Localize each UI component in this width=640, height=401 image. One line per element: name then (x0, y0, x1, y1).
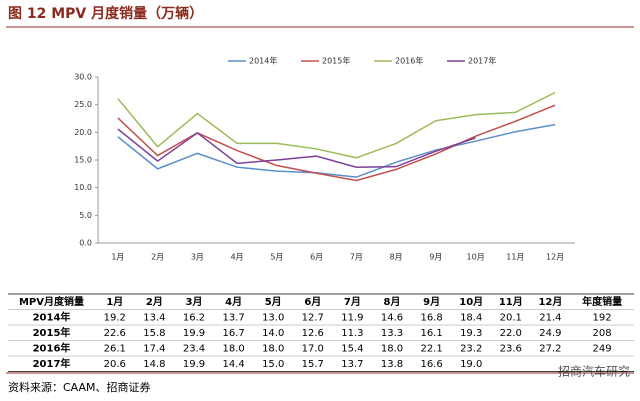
table-cell: 21.4 (539, 312, 561, 323)
series-line (117, 123, 556, 178)
legend-label: 2014年 (249, 56, 277, 66)
series-line (117, 91, 556, 159)
table-cell: 19.0 (460, 359, 482, 370)
table-cell: 11.3 (341, 328, 363, 339)
table-cell: 208 (593, 328, 612, 339)
table-cell: 15.7 (302, 359, 324, 370)
table-cell: 19.9 (183, 359, 205, 370)
table-header: 8月 (384, 296, 401, 308)
table-cell: 13.7 (341, 359, 363, 370)
table-cell: 23.2 (460, 343, 482, 354)
table-cell: 26.1 (104, 343, 126, 354)
table-cell: 16.7 (222, 328, 244, 339)
y-tick-label: 30.0 (74, 73, 92, 82)
table-cell: 2014年 (33, 310, 71, 323)
table-header: 7月 (344, 296, 361, 308)
table-cell: 19.3 (460, 328, 482, 339)
table-cell: 14.4 (222, 359, 244, 370)
table-cell: 2017年 (33, 357, 71, 370)
table-cell: 22.1 (420, 343, 442, 354)
table-header: 1月 (106, 296, 123, 308)
table-cell: 12.6 (302, 328, 324, 339)
table-cell: 13.7 (222, 312, 244, 323)
table-cell: 17.4 (143, 343, 165, 354)
y-tick-label: 10.0 (74, 183, 92, 192)
table-header: 5月 (265, 296, 282, 308)
table-cell: 19.2 (104, 312, 126, 323)
table-cell: 18.0 (381, 343, 403, 354)
table-cell: 14.8 (143, 359, 165, 370)
table-cell: 22.6 (104, 328, 126, 339)
table-cell: 2016年 (33, 341, 71, 354)
table-cell: 19.9 (183, 328, 205, 339)
source: 资料来源：CAAM、招商证券 (8, 380, 151, 394)
x-tick-label: 10月 (467, 253, 485, 262)
table-cell: 16.2 (183, 312, 205, 323)
y-tick-label: 5.0 (79, 211, 92, 220)
table-header: 9月 (423, 296, 440, 308)
table-header: 4月 (225, 296, 242, 308)
x-tick-label: 11月 (506, 253, 524, 262)
table-cell: 24.9 (539, 328, 561, 339)
series-line (117, 104, 556, 182)
table-cell: 18.0 (222, 343, 244, 354)
table-cell: 27.2 (539, 343, 561, 354)
table-cell: 13.8 (381, 359, 403, 370)
table-cell: 14.0 (262, 328, 284, 339)
table-cell: 14.6 (381, 312, 403, 323)
series-line (117, 128, 476, 168)
title: 图 12 MPV 月度销量（万辆） (8, 5, 203, 22)
table-cell: 15.4 (341, 343, 363, 354)
table-cell: 11.9 (341, 312, 363, 323)
legend-label: 2015年 (322, 56, 350, 66)
table-cell: 16.6 (420, 359, 442, 370)
table-cell: 13.0 (262, 312, 284, 323)
legend-label: 2016年 (395, 56, 423, 66)
x-tick-label: 4月 (231, 253, 244, 262)
table-cell: 20.6 (104, 359, 126, 370)
table-cell: 249 (593, 343, 612, 354)
table-header: 11月 (499, 296, 523, 308)
table-cell: 2015年 (33, 326, 71, 339)
table-cell: 22.0 (500, 328, 522, 339)
table-cell: 15.8 (143, 328, 165, 339)
x-tick-label: 12月 (546, 253, 564, 262)
table-cell: 17.0 (302, 343, 324, 354)
table-cell: 192 (593, 312, 612, 323)
table-header: 3月 (186, 296, 203, 308)
x-tick-label: 3月 (191, 253, 204, 262)
y-tick-label: 20.0 (74, 128, 92, 137)
legend-label: 2017年 (468, 56, 496, 66)
table-cell: 18.4 (460, 312, 482, 323)
table-cell: 13.3 (381, 328, 403, 339)
table-cell: 18.0 (262, 343, 284, 354)
table-cell: 20.1 (500, 312, 522, 323)
y-tick-label: 15.0 (74, 156, 92, 165)
table-cell: 12.7 (302, 312, 324, 323)
x-tick-label: 5月 (270, 253, 283, 262)
x-tick-label: 2月 (151, 253, 164, 262)
y-tick-label: 0.0 (79, 239, 92, 248)
table-header: 年度销量 (582, 295, 622, 308)
table-header: 2月 (146, 296, 163, 308)
x-tick-label: 8月 (390, 253, 403, 262)
table-cell: 23.6 (500, 343, 522, 354)
table-header: 10月 (459, 296, 483, 308)
table-header: 12月 (538, 296, 562, 308)
table-header: MPV月度销量 (19, 295, 84, 308)
table-cell: 16.1 (420, 328, 442, 339)
table-cell: 15.0 (262, 359, 284, 370)
x-tick-label: 6月 (310, 253, 323, 262)
x-tick-label: 9月 (429, 253, 442, 262)
x-tick-label: 7月 (350, 253, 363, 262)
table-header: 6月 (304, 296, 321, 308)
table-cell: 16.8 (420, 312, 442, 323)
y-tick-label: 25.0 (74, 100, 92, 109)
watermark: 招商汽车研究 (558, 364, 630, 379)
table-cell: 13.4 (143, 312, 165, 323)
x-tick-label: 1月 (111, 253, 124, 262)
table-cell: 23.4 (183, 343, 205, 354)
